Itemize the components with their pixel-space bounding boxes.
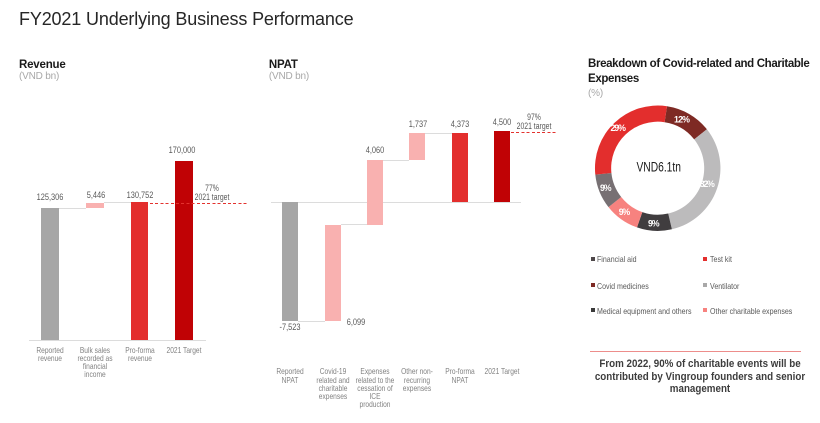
svg-text:9%: 9%: [600, 183, 612, 193]
svg-text:9%: 9%: [619, 207, 631, 217]
svg-text:9%: 9%: [648, 218, 660, 228]
svg-text:29%: 29%: [610, 123, 626, 133]
svg-text:12%: 12%: [674, 115, 690, 125]
svg-text:32%: 32%: [700, 179, 715, 189]
svg-text:VND6.1tn: VND6.1tn: [636, 159, 681, 174]
